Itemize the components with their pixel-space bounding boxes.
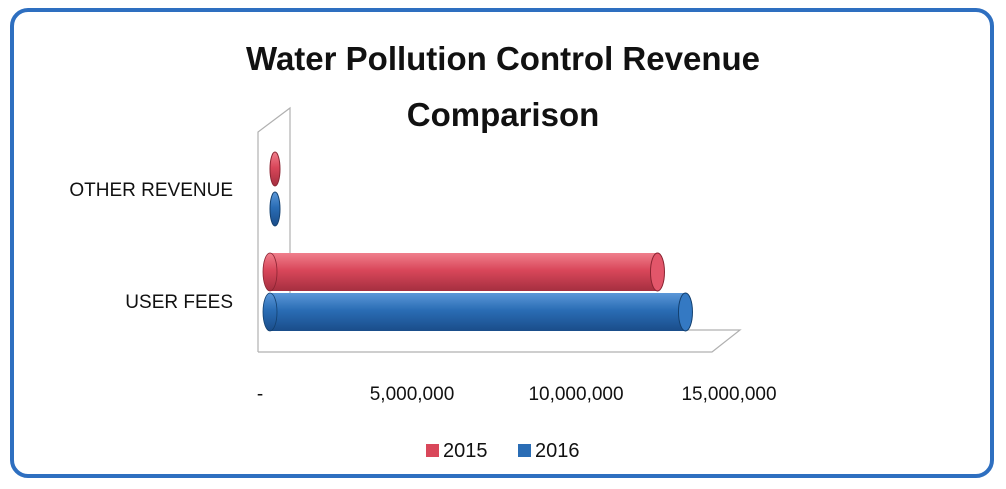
x-tick-label-10000000: 10,000,000 <box>528 384 623 405</box>
category-label-user-fees: USER FEES <box>125 292 233 313</box>
bar-other-revenue-2016 <box>269 191 281 227</box>
bar-cap-other-revenue-2015 <box>269 151 281 187</box>
bar-body-user-fees-2016 <box>270 293 686 331</box>
category-label-other-revenue: OTHER REVENUE <box>69 180 233 201</box>
floor <box>258 329 742 353</box>
legend-label-2015: 2015 <box>443 440 488 462</box>
bar-start-cap-user-fees-2016 <box>262 292 278 332</box>
x-tick-label-15000000: 15,000,000 <box>681 384 776 405</box>
legend-swatch-2015 <box>426 444 439 457</box>
bar-user-fees-2015 <box>262 252 665 292</box>
legend-label-2016: 2016 <box>535 440 580 462</box>
bar-start-cap-user-fees-2015 <box>262 252 278 292</box>
bar-body-user-fees-2015 <box>270 253 658 291</box>
chart-title-line-1: Water Pollution Control Revenue <box>246 40 760 77</box>
bar-other-revenue-2015 <box>269 151 281 187</box>
chart-title-line-2: Comparison <box>406 96 600 133</box>
bar-cap-other-revenue-2016 <box>269 191 281 227</box>
chart-frame <box>10 8 994 478</box>
x-tick-label-5000000: 5,000,000 <box>370 384 455 405</box>
x-tick-label-0: - <box>257 384 263 405</box>
back-wall <box>257 106 291 352</box>
legend-swatch-2016 <box>518 444 531 457</box>
bar-user-fees-2016 <box>262 292 693 332</box>
bar-end-cap-user-fees-2016 <box>677 292 693 332</box>
bar-end-cap-user-fees-2015 <box>649 252 665 292</box>
